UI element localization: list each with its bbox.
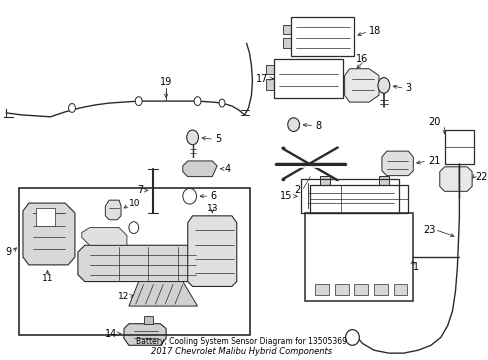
Polygon shape <box>183 161 217 177</box>
Polygon shape <box>378 176 388 185</box>
Polygon shape <box>143 316 153 324</box>
Text: 16: 16 <box>356 54 368 64</box>
Bar <box>273 59 342 98</box>
Polygon shape <box>129 282 197 306</box>
Bar <box>334 284 348 295</box>
Polygon shape <box>78 245 202 282</box>
Ellipse shape <box>186 130 198 145</box>
Ellipse shape <box>68 104 75 112</box>
Text: 18: 18 <box>368 27 381 36</box>
Text: 14: 14 <box>104 329 117 338</box>
Text: 23: 23 <box>422 225 435 235</box>
Bar <box>19 188 249 336</box>
Polygon shape <box>23 203 75 265</box>
Ellipse shape <box>183 188 196 204</box>
Polygon shape <box>320 176 329 185</box>
Text: 17: 17 <box>255 73 267 84</box>
Text: 13: 13 <box>206 203 218 212</box>
Polygon shape <box>265 78 273 90</box>
Bar <box>393 284 407 295</box>
Ellipse shape <box>135 97 142 105</box>
Text: 3: 3 <box>405 84 411 93</box>
Bar <box>444 130 473 164</box>
Ellipse shape <box>129 222 139 234</box>
Bar <box>354 284 367 295</box>
Ellipse shape <box>219 99 224 107</box>
Ellipse shape <box>287 118 299 131</box>
Polygon shape <box>439 167 471 191</box>
Bar <box>290 17 354 56</box>
Polygon shape <box>81 228 127 245</box>
Bar <box>305 213 412 301</box>
Polygon shape <box>105 200 121 220</box>
Text: 10: 10 <box>129 199 140 208</box>
Text: 21: 21 <box>427 156 440 166</box>
Bar <box>315 284 328 295</box>
Text: 19: 19 <box>160 77 172 87</box>
Text: Battery, Cooling System Sensor Diagram for 13505369: Battery, Cooling System Sensor Diagram f… <box>135 337 346 346</box>
Polygon shape <box>265 65 273 74</box>
Bar <box>310 185 407 213</box>
Bar <box>36 208 55 226</box>
Ellipse shape <box>377 77 389 93</box>
Polygon shape <box>344 69 378 102</box>
Text: 2: 2 <box>294 185 300 195</box>
Text: 15: 15 <box>280 191 292 201</box>
Polygon shape <box>381 151 412 176</box>
Text: 20: 20 <box>427 117 440 127</box>
Polygon shape <box>187 216 236 287</box>
Polygon shape <box>124 324 166 345</box>
Polygon shape <box>282 24 290 35</box>
Text: 22: 22 <box>474 172 487 181</box>
Ellipse shape <box>194 97 201 105</box>
Text: 1: 1 <box>412 262 419 272</box>
Text: 12: 12 <box>117 292 129 301</box>
Text: 4: 4 <box>224 164 231 174</box>
Bar <box>373 284 387 295</box>
Text: 8: 8 <box>315 121 321 131</box>
Text: 9: 9 <box>5 247 11 257</box>
Polygon shape <box>282 38 290 48</box>
Text: 6: 6 <box>210 191 216 201</box>
Ellipse shape <box>345 330 359 345</box>
Text: 2017 Chevrolet Malibu Hybrid Components: 2017 Chevrolet Malibu Hybrid Components <box>150 347 331 356</box>
Text: 7: 7 <box>137 185 143 195</box>
Text: 5: 5 <box>215 134 221 144</box>
Bar <box>300 179 398 213</box>
Text: 11: 11 <box>41 274 53 283</box>
